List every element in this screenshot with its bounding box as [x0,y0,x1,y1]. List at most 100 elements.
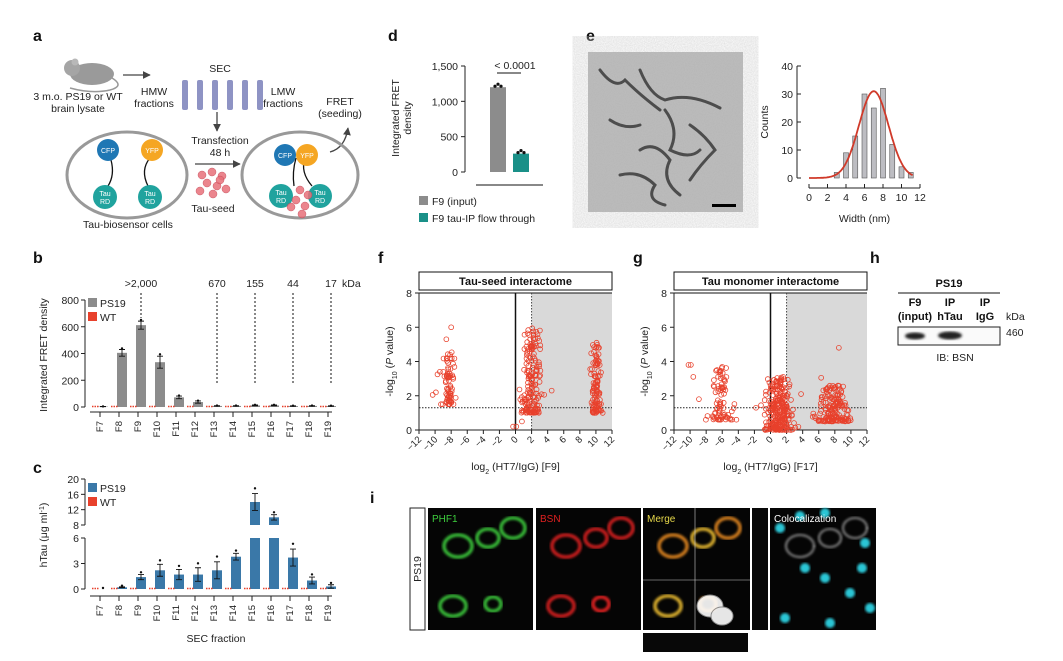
data-point [531,400,537,407]
data-point [779,415,786,422]
data-point [714,397,721,404]
histogram-bar [861,93,868,179]
tau-seed-label: Tau-seed [191,203,234,215]
x-tick-label: 10 [586,434,601,449]
y-tick-label: 800 [61,295,79,307]
data-point [593,408,599,415]
data-point [818,394,825,400]
data-point [783,421,790,428]
y-tick-label: 600 [61,322,79,334]
bar-ps19 [288,557,298,589]
transfection-label: Transfection [191,135,249,147]
y-axis-label-2: density [402,101,414,135]
data-point [448,398,455,405]
data-point [433,389,439,396]
data-point [525,386,532,393]
sec-column [212,80,218,110]
legend-swatch [88,298,97,307]
data-point [704,413,711,419]
data-point [528,346,535,352]
data-point [829,414,835,421]
histogram-bar [870,107,877,179]
tau-rd-protein [93,185,117,209]
x-tick-label: −12 [660,434,679,453]
lane-1-label: F9 [909,297,922,309]
data-point [753,404,759,411]
data-point [548,387,555,394]
nucleus [825,618,835,628]
data-point [825,410,831,417]
data-point [761,397,768,403]
panel-label-f: f [378,250,384,267]
data-point [711,377,717,383]
data-point [519,149,523,153]
data-point [761,411,768,418]
data-point [310,404,314,407]
x-tick-label: 6 [862,192,868,204]
data-point [713,400,720,407]
data-point [780,384,786,391]
data-point [526,389,533,396]
data-point [445,393,452,400]
y-tick-label: 8 [73,520,79,532]
data-point [784,376,791,383]
data-point [780,407,787,414]
plot-title-box [418,271,613,291]
gaussian-fit-curve [809,90,914,179]
data-point [718,381,725,388]
sec-column [227,80,233,110]
data-point [310,573,314,576]
data-point [531,394,538,401]
data-point [139,571,143,574]
bar [513,153,529,172]
x-axis-label: SEC fraction [187,633,246,645]
x-tick-label: −8 [441,434,456,449]
tau-rd-protein-label: RD [145,199,155,206]
mw-marker: 460 [1006,327,1024,339]
data-point [592,381,598,388]
x-tick-label: F19 [323,605,334,621]
data-point [525,375,532,382]
error-bar [195,567,201,582]
data-point [593,387,600,393]
x-tick-label: −4 [728,434,743,449]
channel-label: Colocalization [774,514,836,525]
data-point [598,407,604,414]
x-tick-label: F10 [152,421,163,437]
x-tick-label: F13 [209,421,220,437]
error-bar [290,548,296,567]
data-point [719,370,726,376]
seed-particle [300,201,310,211]
cfp-protein-label: CFP [278,153,292,160]
data-point [177,394,181,397]
legend-swatch [88,497,97,506]
y-axis-label: Integrated FRET density [38,297,50,411]
data-point [253,487,257,490]
x-tick-label: −8 [696,434,711,449]
data-point [536,359,542,366]
data-point [766,389,773,396]
data-point [522,151,526,155]
bar-ps19 [174,397,184,407]
data-point [773,412,779,419]
panel-label-a: a [33,28,42,45]
data-point [798,391,804,397]
mouse-icon [64,58,119,93]
y-tick-label: 0 [73,584,79,596]
bar-ps19 [212,570,222,589]
plot-title-box [673,271,868,291]
panel-label-h: h [870,250,880,267]
data-point [763,419,769,426]
x-tick-label: −6 [457,434,472,449]
em-micrograph [588,52,743,212]
cells-label: Tau-biosensor cells [83,219,173,231]
y-tick-label: 0 [406,425,412,437]
cell-ring [438,594,468,618]
data-point [449,372,456,379]
data-point [820,387,827,394]
panel-label-e: e [586,28,595,45]
y-axis-label: Integrated FRET [390,79,402,157]
x-tick-label: F9 [133,421,144,432]
data-point [766,379,773,386]
data-point [789,412,795,419]
